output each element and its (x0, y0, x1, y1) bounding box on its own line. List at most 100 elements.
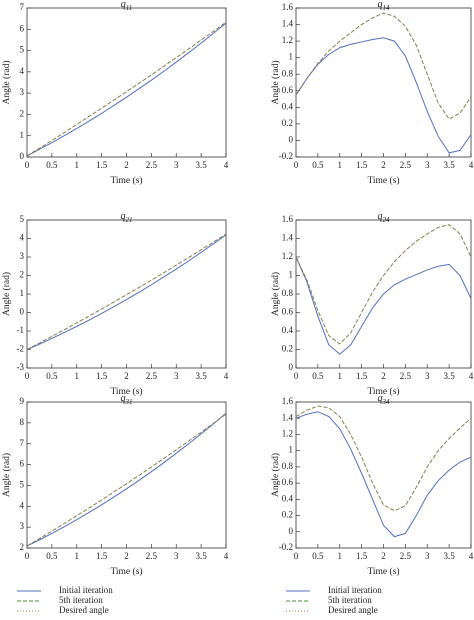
title-symbol: q (121, 211, 126, 222)
x-tick-label: 0.5 (312, 371, 324, 381)
x-tick-label: 3.5 (196, 371, 208, 381)
series-line (295, 405, 472, 512)
legend-label: Desired angle (59, 605, 109, 615)
y-tick-label: 1 (20, 288, 25, 298)
x-axis-label: Time (s) (110, 566, 142, 577)
y-tick-label: 0.2 (282, 510, 293, 520)
chart-title: q34 (378, 393, 391, 405)
legend-label: Initial iteration (328, 585, 382, 595)
y-tick-label: 0 (289, 526, 294, 536)
y-tick-label: 0.2 (282, 118, 293, 128)
y-tick-label: 0.6 (282, 477, 294, 487)
y-axis-label: Angle (rad) (270, 272, 281, 316)
legend-label: Desired angle (328, 605, 378, 615)
title-symbol: q (378, 211, 383, 222)
y-tick-label: 1.4 (282, 233, 294, 243)
x-tick-label: 3 (425, 160, 430, 170)
x-tick-label: 4 (224, 371, 229, 381)
y-axis-label: Angle (rad) (1, 60, 12, 104)
y-tick-label: 4 (20, 233, 25, 243)
x-tick-label: 4 (469, 551, 474, 561)
y-tick-label: 0.2 (282, 344, 293, 354)
title-symbol: q (121, 0, 126, 10)
x-tick-label: 2.5 (146, 551, 158, 561)
x-tick-label: 2.5 (400, 160, 412, 170)
y-tick-label: 0.4 (282, 101, 294, 111)
y-tick-label: 1.2 (282, 251, 293, 261)
series-line (26, 413, 227, 547)
y-tick-label: 0.6 (282, 307, 294, 317)
series-line (295, 12, 472, 120)
plot-frame (26, 7, 227, 158)
x-tick-label: 3.5 (444, 160, 456, 170)
title-subscript: 34 (382, 398, 391, 406)
x-tick-label: 1.5 (356, 371, 368, 381)
x-tick-label: 0 (25, 551, 30, 561)
y-axis-label: Angle (rad) (1, 453, 12, 497)
y-tick-label: 0.8 (282, 68, 294, 78)
chart-title: q21 (121, 211, 133, 223)
series-line (26, 233, 227, 350)
x-tick-label: 2.5 (146, 371, 158, 381)
chart-title: q14 (378, 0, 391, 12)
y-tick-label: 1.6 (282, 214, 294, 224)
y-tick-label: -2 (17, 344, 25, 354)
chart-title: q24 (378, 211, 391, 223)
x-tick-label: 3.5 (444, 551, 456, 561)
series-line (26, 21, 227, 157)
y-tick-label: 1.2 (282, 429, 293, 439)
x-tick-label: 0.5 (46, 160, 58, 170)
series-line (26, 233, 227, 350)
y-tick-label: 4 (20, 66, 25, 76)
x-tick-label: 1 (75, 160, 80, 170)
x-tick-label: 3 (174, 551, 179, 561)
series-line (26, 412, 227, 547)
y-tick-label: 4 (20, 500, 25, 510)
y-tick-label: 2 (20, 108, 25, 118)
x-tick-label: 2.5 (400, 371, 412, 381)
chart-title: q11 (121, 0, 132, 12)
x-tick-label: 1.5 (96, 551, 108, 561)
x-axis-label: Time (s) (110, 386, 142, 397)
series-line (295, 256, 472, 355)
series-line (295, 224, 472, 345)
x-tick-label: 0.5 (46, 371, 58, 381)
y-tick-label: 3 (20, 87, 25, 97)
y-tick-label: 1 (20, 130, 25, 140)
y-tick-label: 0 (20, 151, 25, 161)
x-tick-label: 1 (75, 551, 80, 561)
y-tick-label: 1.2 (282, 35, 293, 45)
y-tick-label: 1 (289, 445, 294, 455)
y-tick-label: 2 (20, 270, 25, 280)
series-line (295, 37, 472, 154)
x-tick-label: 2 (381, 371, 386, 381)
y-tick-label: 1.4 (282, 19, 294, 29)
title-symbol: q (121, 393, 126, 404)
x-tick-label: 2.5 (400, 551, 412, 561)
title-subscript: 14 (383, 4, 391, 12)
chart-title: q31 (121, 393, 133, 405)
x-tick-label: 3.5 (196, 551, 208, 561)
title-subscript: 24 (383, 216, 391, 224)
x-tick-label: 3 (174, 160, 179, 170)
x-tick-label: 2 (124, 160, 129, 170)
title-symbol: q (378, 0, 383, 10)
y-tick-label: 7 (20, 438, 25, 448)
x-tick-label: 3.5 (444, 371, 456, 381)
x-tick-label: 0.5 (312, 551, 324, 561)
y-tick-label: -3 (17, 362, 25, 372)
y-tick-label: -0.2 (279, 151, 293, 161)
y-tick-label: 1 (289, 270, 294, 280)
x-tick-label: 4 (224, 160, 229, 170)
y-tick-label: 5 (20, 479, 25, 489)
x-tick-label: 3 (174, 371, 179, 381)
x-tick-label: 3 (425, 371, 430, 381)
x-tick-label: 1 (338, 551, 343, 561)
legend-label: 5th iteration (328, 595, 372, 605)
x-tick-label: 2 (124, 371, 129, 381)
y-tick-label: 0.4 (282, 325, 294, 335)
x-tick-label: 3.5 (196, 160, 208, 170)
x-axis-label: Time (s) (367, 175, 399, 186)
y-tick-label: 9 (20, 396, 25, 406)
